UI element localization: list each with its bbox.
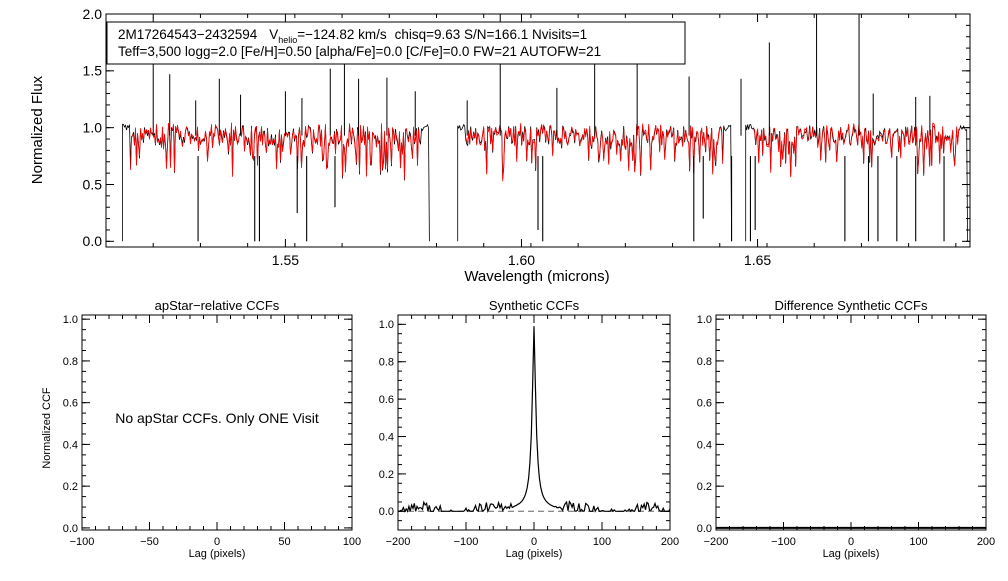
synthetic-ccf-data	[398, 326, 671, 513]
vhelio-value: =−124.82 km/s	[297, 27, 387, 42]
synthetic-ccf-x-label: Lag (pixels)	[506, 548, 563, 560]
difference-ccf-y-tick-label: 1.0	[697, 314, 712, 326]
apstar-ccf-y-tick-label: 0.2	[63, 481, 78, 493]
synthetic-ccf-line	[398, 326, 671, 513]
spectrum-y-tick-label: 0.0	[83, 233, 103, 249]
no-ccf-message: No apStar CCFs. Only ONE Visit	[115, 410, 319, 426]
synthetic-fit-chip-2	[465, 123, 724, 182]
annotation-frame	[106, 21, 686, 65]
synthetic-ccf-y-tick-label: 0.2	[379, 469, 394, 481]
synthetic-ccf-x-tick-label: −200	[386, 536, 411, 548]
apstar-ccf-y-label: Normalized CCF	[41, 387, 53, 469]
spectrum-y-tick-label: 1.0	[83, 120, 103, 136]
difference-ccf-y-tick-label: 0.4	[697, 439, 712, 451]
difference-ccf-x-tick-label: −100	[771, 536, 796, 548]
apstar-ccf-panel: apStar−relative CCFs −100 −50 0 50 100 0.0 0.2…	[41, 298, 361, 560]
synthetic-fit-chip-1	[130, 122, 421, 180]
fit-stats: chisq=9.63 S/N=166.1 Nvisits=1	[395, 27, 588, 42]
vhelio-subscript: helio	[278, 35, 297, 45]
synthetic-ccf-x-tick-label: 200	[661, 536, 679, 548]
synthetic-ccf-y-tick-label: 0.6	[379, 394, 394, 406]
apstar-ccf-x-tick-label: 0	[214, 536, 220, 548]
difference-ccf-x-tick-label: 200	[977, 536, 995, 548]
annotation-line-2: Teff=3,500 logg=2.0 [Fe/H]=0.50 [alpha/F…	[118, 44, 601, 59]
spectrum-x-tick-label: 1.60	[508, 252, 535, 268]
synthetic-ccf-y-tick-label: 0.8	[379, 357, 394, 369]
apstar-ccf-y-tick-label: 0.0	[63, 523, 78, 535]
apstar-ccf-y-tick-label: 1.0	[63, 314, 78, 326]
synthetic-ccf-y-tick-label: 1.0	[379, 319, 394, 331]
spectrum-x-axis-label: Wavelength (microns)	[464, 268, 609, 285]
difference-ccf-ticks: −200 −100 0 100 200 0.0 0.2 0.4 0.6 0.8 1.0	[697, 314, 995, 548]
synthetic-ccf-y-tick-label: 0.4	[379, 431, 394, 443]
spectrum-x-tick-label: 1.65	[744, 252, 771, 268]
difference-ccf-y-tick-label: 0.6	[697, 398, 712, 410]
difference-ccf-x-tick-label: 100	[909, 536, 927, 548]
apstar-ccf-y-tick-label: 0.4	[63, 439, 78, 451]
synthetic-ccf-title: Synthetic CCFs	[489, 298, 580, 313]
difference-ccf-x-label: Lag (pixels)	[823, 548, 880, 560]
apstar-ccf-x-label: Lag (pixels)	[189, 548, 246, 560]
synthetic-ccf-panel: Synthetic CCFs −200 −100 0 100 200 0.0 0.2 0.4 0…	[379, 298, 679, 560]
spectrum-y-axis-label: Normalized Flux	[29, 75, 46, 184]
difference-ccf-panel: Difference Synthetic CCFs −200 −100 0 100 20…	[697, 298, 995, 560]
synthetic-ccf-x-tick-label: 0	[531, 536, 537, 548]
spectrum-y-tick-label: 2.0	[83, 6, 103, 22]
synthetic-ccf-y-tick-label: 0.0	[379, 506, 394, 518]
vhelio-symbol: V	[269, 27, 278, 42]
spectrum-y-tick-label: 0.5	[83, 176, 103, 192]
synthetic-ccf-ticks: −200 −100 0 100 200 0.0 0.2 0.4 0.6 0.8 1.0	[379, 315, 679, 548]
spectrum-y-tick-label: 1.5	[83, 63, 103, 79]
apstar-ccf-x-tick-label: 100	[343, 536, 361, 548]
annotation-box: 2M17264543−2432594 Vhelio=−124.82 km/s chi…	[106, 21, 686, 65]
object-id: 2M17264543−2432594	[118, 27, 258, 42]
apstar-ccf-x-tick-label: −50	[140, 536, 159, 548]
difference-ccf-y-tick-label: 0.2	[697, 481, 712, 493]
apstar-ccf-title: apStar−relative CCFs	[155, 298, 280, 313]
apstar-ccf-ticks: −100 −50 0 50 100 0.0 0.2 0.4 0.6 0.8 1.0	[63, 314, 361, 548]
difference-ccf-x-tick-label: 0	[848, 536, 854, 548]
apstar-ccf-y-tick-label: 0.6	[63, 398, 78, 410]
synthetic-ccf-x-tick-label: −100	[454, 536, 479, 548]
synthetic-ccf-x-tick-label: 100	[593, 536, 611, 548]
spectrum-x-tick-label: 1.55	[272, 252, 299, 268]
synthetic-fit-chip-3	[753, 122, 960, 178]
apstar-ccf-x-tick-label: 50	[278, 536, 290, 548]
apstar-ccf-y-tick-label: 0.8	[63, 356, 78, 368]
difference-ccf-y-tick-label: 0.8	[697, 356, 712, 368]
spectrum-axis-ticks: 1.55 1.60 1.65 0.0 0.5 1.0 1.5 2.0	[83, 6, 970, 268]
annotation-line-1: 2M17264543−2432594 Vhelio=−124.82 km/s chi…	[118, 27, 587, 45]
spectrum-panel: 1.55 1.60 1.65 0.0 0.5 1.0 1.5 2.0 Wavelength (…	[29, 6, 971, 285]
difference-ccf-frame	[715, 314, 987, 531]
difference-ccf-x-tick-label: −200	[704, 536, 729, 548]
apstar-ccf-x-tick-label: −100	[70, 536, 95, 548]
difference-ccf-title: Difference Synthetic CCFs	[775, 298, 928, 313]
spectrum-plot-frame	[105, 13, 971, 248]
difference-ccf-y-tick-label: 0.0	[697, 523, 712, 535]
